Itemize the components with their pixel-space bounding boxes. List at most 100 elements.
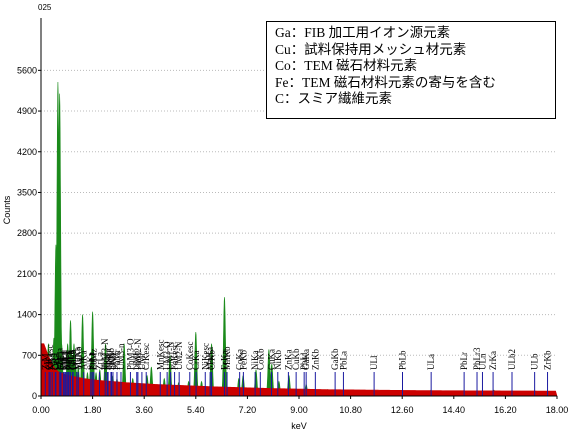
peak-label: PbM2-N — [133, 338, 143, 370]
peak-label: PbMr — [112, 349, 122, 370]
peak-label: UM2-N — [174, 341, 184, 370]
y-tick-label: 700 — [22, 350, 37, 360]
peak-label: MnLa — [54, 348, 64, 370]
peak-marker: ZrM — [40, 354, 50, 396]
peak-marker: CoLl — [55, 351, 65, 396]
peak-marker: PbM2-N — [133, 338, 143, 396]
peak-marker: MgKb — [73, 346, 83, 396]
peak-marker: MnKa — [205, 347, 215, 396]
x-tick-label: 1.80 — [84, 405, 102, 415]
peak-marker: ULb2 — [507, 349, 517, 396]
peak-label: ZnKa — [283, 350, 293, 371]
peak-marker: OKa — [51, 353, 61, 396]
peak-marker: NKa — [47, 353, 57, 396]
peak-label: SKa — [102, 354, 112, 370]
peak-marker: MnKb — [222, 346, 232, 396]
peak-label: ULn — [477, 353, 487, 370]
peak-label: NiKb — [273, 350, 283, 370]
peak-marker: PbMb — [106, 347, 116, 396]
peak-label: MgKa — [72, 347, 82, 370]
peak-marker: ZrLl — [87, 353, 97, 396]
peak-label: ZrLesc — [45, 345, 55, 370]
peak-marker: MnKesc — [155, 340, 165, 396]
peak-marker: PbMz — [89, 348, 99, 396]
peak-marker: ZrLesc — [45, 345, 55, 396]
element-legend: Ga：FIB 加工用イオン源元素 Cu：試料保持用メッシュ材元素 Co：TEM … — [266, 21, 556, 119]
peak-marker: CoKb — [255, 348, 265, 396]
peak-label: ZnLb — [66, 350, 76, 370]
peak-label: ZrKa — [488, 351, 498, 370]
peak-label: ZrLa — [94, 352, 104, 370]
peak-label: PbLr — [459, 352, 469, 370]
legend-entry-co: Co：TEM 磁石材料元素 — [275, 58, 418, 73]
x-tick-label: 7.20 — [239, 405, 257, 415]
peak-marker: CrKb — [207, 350, 217, 396]
peak-marker: CrLl — [50, 353, 60, 396]
peak-marker: GaLa — [68, 350, 78, 396]
peak-label: GaLl — [64, 351, 74, 370]
peak-marker: SKb — [107, 353, 117, 396]
peak-label: CoKb — [255, 348, 265, 370]
legend-entry-ga: Ga：FIB 加工用イオン源元素 — [275, 25, 451, 40]
peak-label: AlKa — [79, 351, 89, 371]
peak-marker: ZnKb — [310, 349, 320, 396]
peak-label: PbLa — [338, 351, 348, 370]
peak-marker: FeKesc — [170, 343, 180, 396]
peak-marker: CrKa — [191, 351, 201, 396]
peak-marker: SiKa — [86, 352, 96, 396]
peak-marker: PbLa — [338, 351, 348, 396]
y-tick-label: 4200 — [17, 147, 37, 157]
peak-label: UM3-n — [116, 343, 126, 370]
peak-label: ZrLl — [87, 353, 97, 370]
peak-label: CrKesc — [141, 343, 151, 370]
peak-marker: UM3-n — [116, 343, 126, 396]
y-axis-label: Counts — [2, 195, 12, 224]
peak-label: CoLa — [58, 350, 68, 370]
peak-marker: UMb — [132, 350, 142, 396]
peak-label: PbMz — [89, 348, 99, 370]
peak-label: NiKesc — [200, 343, 210, 370]
peak-marker: ZrKb — [543, 350, 553, 396]
peak-label: MnKb — [222, 346, 232, 370]
peak-label: PbLb — [397, 350, 407, 370]
peak-label: CoKa — [235, 349, 245, 370]
peak-marker: FeKb — [238, 350, 248, 396]
x-tick-label: 10.80 — [339, 405, 362, 415]
x-tick-label: 16.20 — [494, 405, 517, 415]
peak-label: CuLl — [59, 351, 69, 370]
peak-marker: PbLb — [397, 350, 407, 396]
peak-label: MnKesc — [155, 340, 165, 371]
x-tick-label: 3.60 — [135, 405, 153, 415]
peak-label: GaKa — [301, 349, 311, 370]
peak-marker: NiKb — [273, 350, 283, 396]
y-tick-label: 0 — [32, 391, 37, 401]
x-tick-label: 0.00 — [32, 405, 50, 415]
peak-marker: UM2-N — [174, 341, 184, 396]
peak-marker: UMz — [108, 351, 118, 396]
peak-marker: FeLa — [56, 352, 66, 396]
peak-marker: PbM3-O — [125, 338, 135, 396]
peak-marker: ULb — [530, 353, 540, 396]
peak-marker: ZnLl — [61, 352, 71, 396]
peak-label: ULb2 — [507, 349, 517, 370]
peak-label: UMb — [132, 350, 142, 370]
peak-label: MnKa — [205, 347, 215, 370]
peak-label: ULb — [530, 353, 540, 370]
peak-label: SiKa — [86, 352, 96, 370]
peak-label: UMr — [137, 352, 147, 370]
peak-marker: ZnLa — [65, 351, 75, 396]
peak-label: ZnKb — [310, 349, 320, 370]
peak-marker: PbMa — [103, 348, 113, 396]
peak-label: ZnLa — [65, 351, 75, 371]
peak-label: GaLb — [68, 349, 78, 370]
peak-label: ZrM — [40, 354, 50, 371]
peak-label: CuKa — [266, 349, 276, 370]
peak-label: PbM3-O — [125, 338, 135, 370]
legend-entry-c: C：スミア繊維元素 — [275, 91, 393, 106]
peak-label: CoKesc — [185, 342, 195, 371]
peak-marker: NiLa — [60, 352, 70, 396]
peak-marker: CrKesc — [141, 343, 151, 396]
peak-label: CrKa — [191, 351, 201, 371]
peak-marker: GaKa — [301, 349, 311, 396]
